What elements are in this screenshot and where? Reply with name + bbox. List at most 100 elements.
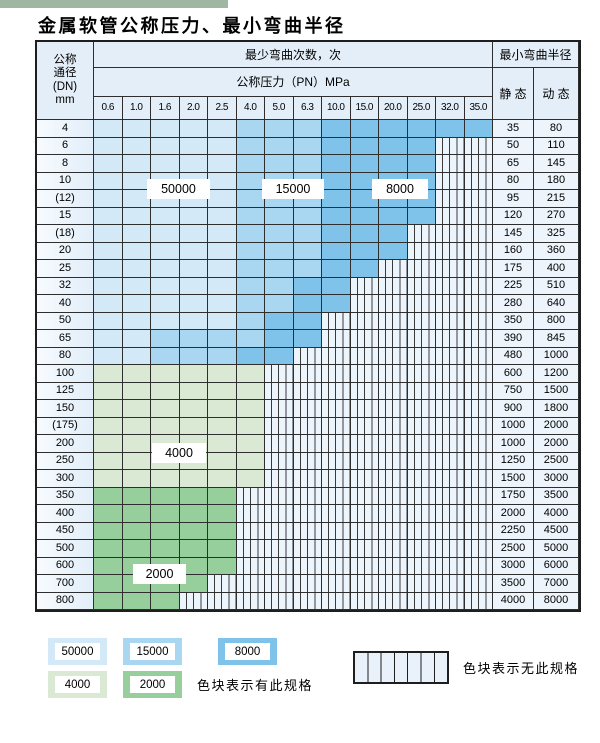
spec-cell-4000 <box>151 470 180 488</box>
spec-cell-50000 <box>179 277 208 295</box>
dynamic-header: 动 态 <box>534 68 579 120</box>
no-spec-cell <box>265 365 294 383</box>
spec-cell-50000 <box>179 120 208 138</box>
spec-cell-8000 <box>379 207 408 225</box>
spec-cell-50000 <box>179 137 208 155</box>
spec-cell-4000 <box>236 435 265 453</box>
spec-cell-50000 <box>208 242 237 260</box>
spec-cell-8000 <box>322 277 351 295</box>
dn-cell: 40 <box>37 295 94 313</box>
legend-item-4000: 4000 <box>48 671 107 698</box>
pressure-col-header: 4.0 <box>236 97 265 120</box>
no-spec-cell <box>407 452 436 470</box>
spec-cell-4000 <box>179 382 208 400</box>
no-spec-cell <box>350 487 379 505</box>
spec-cell-8000 <box>322 295 351 313</box>
no-spec-cell <box>293 365 322 383</box>
legend-item-8000: 8000 <box>218 638 277 665</box>
spec-cell-2000 <box>208 487 237 505</box>
spec-cell-50000 <box>122 137 151 155</box>
no-spec-cell <box>236 505 265 523</box>
no-spec-cell <box>379 312 408 330</box>
static-value: 2500 <box>493 540 534 558</box>
dn-cell: 300 <box>37 470 94 488</box>
dynamic-value: 180 <box>534 172 579 190</box>
no-spec-cell <box>464 242 493 260</box>
no-spec-cell <box>350 330 379 348</box>
spec-cell-50000 <box>179 207 208 225</box>
no-spec-cell <box>464 190 493 208</box>
static-value: 95 <box>493 190 534 208</box>
spec-cell-50000 <box>94 120 123 138</box>
spec-cell-15000 <box>293 260 322 278</box>
no-spec-cell <box>322 417 351 435</box>
dynamic-value: 145 <box>534 155 579 173</box>
no-spec-cell <box>436 172 465 190</box>
spec-cell-50000 <box>208 277 237 295</box>
static-value: 50 <box>493 137 534 155</box>
spec-cell-50000 <box>94 260 123 278</box>
no-spec-cell <box>265 540 294 558</box>
no-spec-cell <box>464 470 493 488</box>
spec-cell-15000 <box>236 312 265 330</box>
spec-cell-15000 <box>208 347 237 365</box>
spec-cell-50000 <box>122 225 151 243</box>
spec-cell-4000 <box>94 417 123 435</box>
dn-cell: 400 <box>37 505 94 523</box>
spec-cell-50000 <box>94 347 123 365</box>
static-value: 3500 <box>493 575 534 593</box>
dn-cell: 200 <box>37 435 94 453</box>
spec-cell-8000 <box>379 225 408 243</box>
spec-cell-15000 <box>179 330 208 348</box>
no-spec-cell <box>436 260 465 278</box>
static-value: 1000 <box>493 417 534 435</box>
no-spec-cell <box>464 487 493 505</box>
spec-cell-15000 <box>265 277 294 295</box>
no-spec-cell <box>407 435 436 453</box>
radius-header: 最小弯曲半径 <box>493 42 579 68</box>
spec-cell-15000 <box>179 347 208 365</box>
no-spec-cell <box>265 452 294 470</box>
spec-cell-8000 <box>322 242 351 260</box>
spec-cell-8000 <box>436 120 465 138</box>
no-spec-cell <box>379 540 408 558</box>
no-spec-cell <box>407 522 436 540</box>
dn-cell: (175) <box>37 417 94 435</box>
spec-cell-4000 <box>94 435 123 453</box>
spec-cell-15000 <box>265 295 294 313</box>
spec-cell-15000 <box>293 155 322 173</box>
spec-cell-4000 <box>208 382 237 400</box>
spec-cell-50000 <box>94 207 123 225</box>
static-value: 750 <box>493 382 534 400</box>
spec-cell-4000 <box>151 382 180 400</box>
dn-cell: 800 <box>37 592 94 610</box>
spec-cell-50000 <box>179 260 208 278</box>
spec-cell-2000 <box>179 540 208 558</box>
no-spec-cell <box>293 452 322 470</box>
dn-cell: 32 <box>37 277 94 295</box>
spec-cell-15000 <box>236 190 265 208</box>
dn-cell: 150 <box>37 400 94 418</box>
spec-cell-8000 <box>322 260 351 278</box>
spec-cell-50000 <box>151 137 180 155</box>
no-spec-cell <box>407 277 436 295</box>
spec-cell-50000 <box>151 207 180 225</box>
no-spec-cell <box>436 487 465 505</box>
dn-cell: 450 <box>37 522 94 540</box>
static-value: 280 <box>493 295 534 313</box>
spec-cell-4000 <box>122 400 151 418</box>
static-value: 2000 <box>493 505 534 523</box>
no-spec-cell <box>350 347 379 365</box>
dn-cell: 65 <box>37 330 94 348</box>
no-spec-cell <box>293 417 322 435</box>
spec-cell-4000 <box>179 470 208 488</box>
spec-cell-15000 <box>265 137 294 155</box>
no-spec-cell <box>379 382 408 400</box>
dynamic-value: 80 <box>534 120 579 138</box>
spec-cell-8000 <box>379 120 408 138</box>
spec-cell-50000 <box>151 295 180 313</box>
spec-cell-15000 <box>208 330 237 348</box>
spec-cell-15000 <box>265 242 294 260</box>
static-value: 225 <box>493 277 534 295</box>
no-spec-cell <box>379 470 408 488</box>
